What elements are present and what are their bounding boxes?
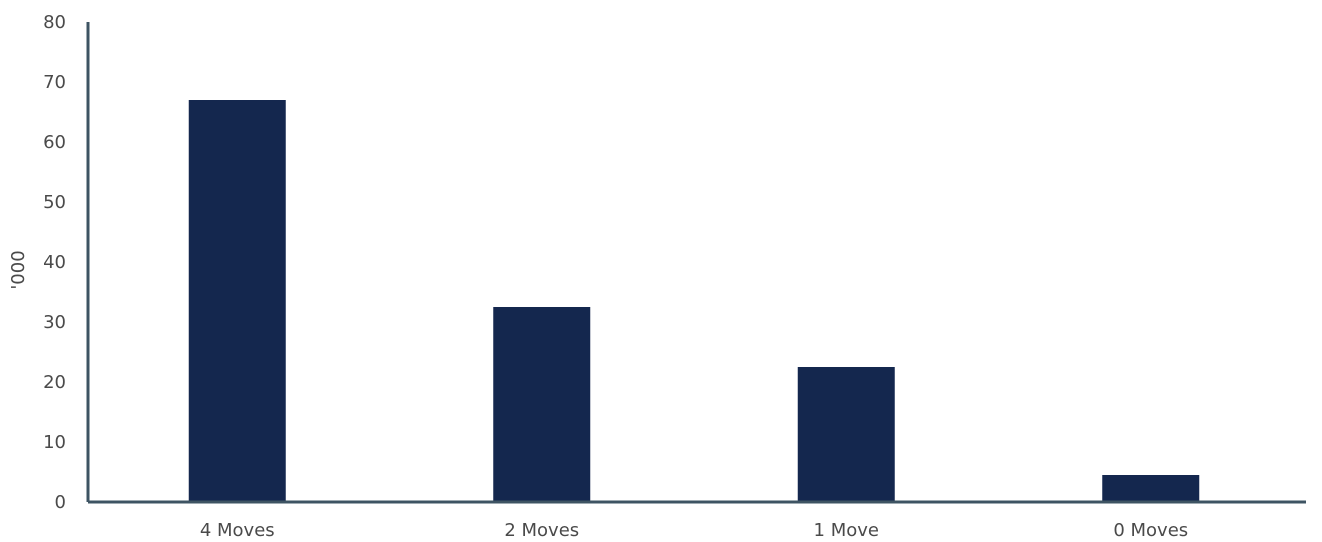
bars xyxy=(188,100,1200,502)
y-tick-label: 50 xyxy=(43,192,66,213)
bar xyxy=(797,367,895,502)
y-axis-ticks: 0 10 20 30 40 50 60 70 80 xyxy=(43,12,66,513)
x-tick-label: 2 Moves xyxy=(504,520,579,541)
x-tick-label: 1 Move xyxy=(814,520,879,541)
y-tick-label: 70 xyxy=(43,72,66,93)
x-axis-ticks: 4 Moves 2 Moves 1 Move 0 Moves xyxy=(200,520,1188,541)
x-tick-label: 0 Moves xyxy=(1113,520,1188,541)
y-tick-label: 20 xyxy=(43,372,66,393)
y-tick-label: 40 xyxy=(43,252,66,273)
y-tick-label: 60 xyxy=(43,132,66,153)
y-axis-title: '000 xyxy=(8,250,29,289)
bar xyxy=(1102,475,1200,502)
y-tick-label: 30 xyxy=(43,312,66,333)
y-tick-label: 80 xyxy=(43,12,66,33)
bar xyxy=(188,100,286,502)
bar xyxy=(493,307,591,502)
y-tick-label: 0 xyxy=(55,492,66,513)
y-tick-label: 10 xyxy=(43,432,66,453)
x-tick-label: 4 Moves xyxy=(200,520,275,541)
